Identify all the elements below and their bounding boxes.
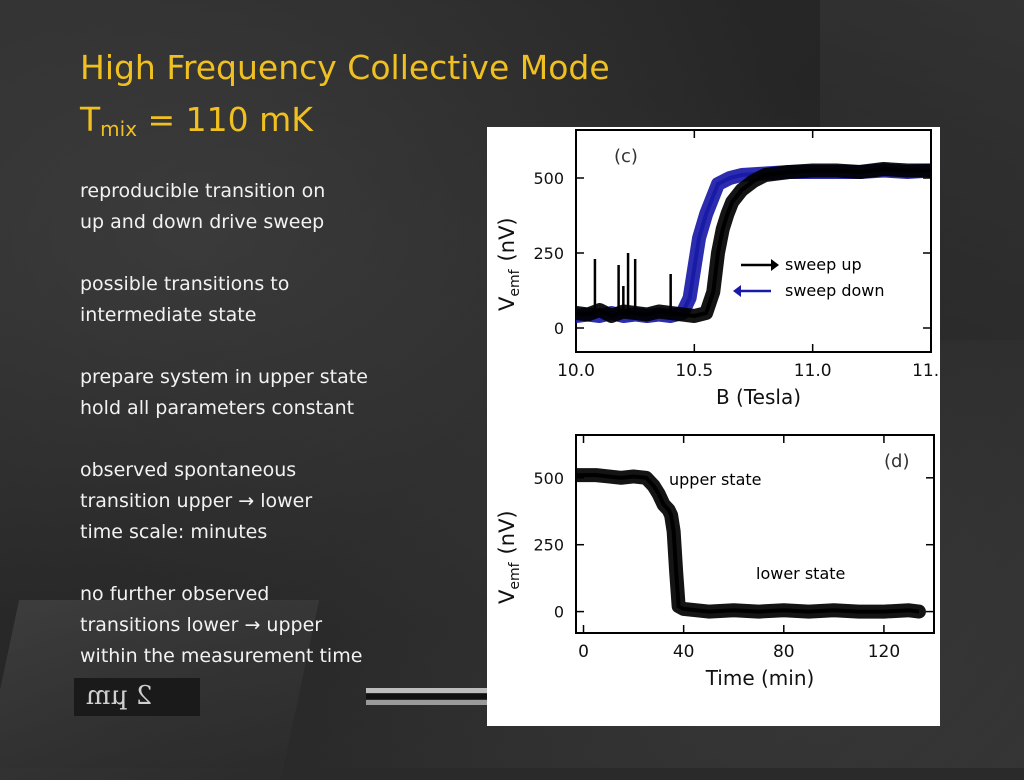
x-tick-label: 120 (868, 642, 900, 662)
series-group (576, 162, 931, 323)
y-tick-label: 250 (533, 536, 564, 555)
bullet-line: transition upper → lower (80, 490, 313, 512)
legend-label: sweep up (785, 255, 862, 274)
y-axis-label: Vemf (nV) (495, 217, 523, 311)
legend-arrow-head (771, 259, 779, 271)
y-axis-label: Vemf (nV) (495, 510, 523, 604)
y-axis-label-unit: (nV) (495, 217, 519, 261)
annotation-upper-state: upper state (669, 470, 762, 489)
figure-panel: 10.0 10.5 11.0 11.5 0 250 500 B (Tesla) Vemf (nV)… (487, 127, 950, 726)
x-tick-label: 11.0 (794, 361, 832, 381)
y-axis-label-sub: emf (507, 268, 523, 296)
y-axis-label-main: V (495, 296, 519, 311)
title-line2: Tmix = 110 mK (80, 94, 610, 155)
slide-title: High Frequency Collective Mode Tmix = 11… (80, 42, 610, 155)
bullet-line: observed spontaneous (80, 459, 297, 481)
decor-stripe (366, 700, 488, 705)
y-axis-label-unit: (nV) (495, 510, 519, 554)
bullet-paragraph: prepare system in upper state hold all pa… (80, 362, 460, 424)
plot-frame (575, 129, 932, 353)
bullet-line: hold all parameters constant (80, 397, 355, 419)
y-tick-label: 500 (533, 469, 564, 488)
y-tick-label: 500 (533, 169, 564, 188)
bullet-line: reproducible transition on (80, 180, 326, 202)
title-line1: High Frequency Collective Mode (80, 48, 610, 87)
title-sub: mix (100, 117, 138, 141)
x-tick-label: 80 (773, 642, 795, 662)
bullet-paragraph: observed spontaneous transition upper → l… (80, 455, 460, 548)
bullet-list: reproducible transition on up and down dr… (80, 176, 460, 703)
y-axis-label-main: V (495, 589, 519, 604)
legend-label: sweep down (785, 281, 885, 300)
panel-label: (d) (884, 451, 909, 472)
bullet-line: within the measurement time (80, 645, 363, 667)
decor-stripe (366, 694, 488, 699)
y-tick-label: 0 (554, 603, 564, 622)
x-axis-label: Time (min) (705, 666, 815, 690)
bullet-line: transitions lower → upper (80, 614, 323, 636)
bullet-paragraph: possible transitions to intermediate stat… (80, 269, 460, 331)
plot-frame (575, 434, 935, 634)
x-tick-label: 10.0 (557, 361, 595, 381)
bullet-line: up and down drive sweep (80, 211, 325, 233)
decor-stripe (366, 688, 488, 693)
bullet-line: no further observed (80, 583, 270, 605)
bullet-paragraph: no further observed transitions lower → u… (80, 579, 460, 672)
x-tick-label: 11.5 (912, 361, 940, 381)
x-axis-label: B (Tesla) (716, 385, 801, 409)
bullet-line: time scale: minutes (80, 521, 268, 543)
title-rest: = 110 mK (137, 100, 313, 139)
y-tick-label: 250 (533, 244, 564, 263)
bullet-line: possible transitions to (80, 273, 290, 295)
series-line (576, 468, 926, 619)
legend-arrow-head (733, 285, 741, 297)
x-tick-label: 10.5 (675, 361, 713, 381)
title-T: T (80, 100, 101, 139)
bullet-paragraph: reproducible transition on up and down dr… (80, 176, 460, 238)
series-group (576, 468, 926, 619)
bullet-line: prepare system in upper state (80, 366, 368, 388)
y-axis-label-sub: emf (507, 561, 523, 589)
panel-label: (c) (614, 146, 638, 167)
bullet-line: intermediate state (80, 304, 257, 326)
figure-svg: 10.0 10.5 11.0 11.5 0 250 500 B (Tesla) Vemf (nV)… (495, 129, 950, 690)
scale-bar-box (74, 678, 200, 716)
series-line (576, 473, 920, 614)
y-tick-label: 0 (554, 319, 564, 338)
x-tick-label: 0 (578, 642, 589, 662)
annotation-lower-state: lower state (756, 564, 845, 583)
x-tick-label: 40 (673, 642, 695, 662)
